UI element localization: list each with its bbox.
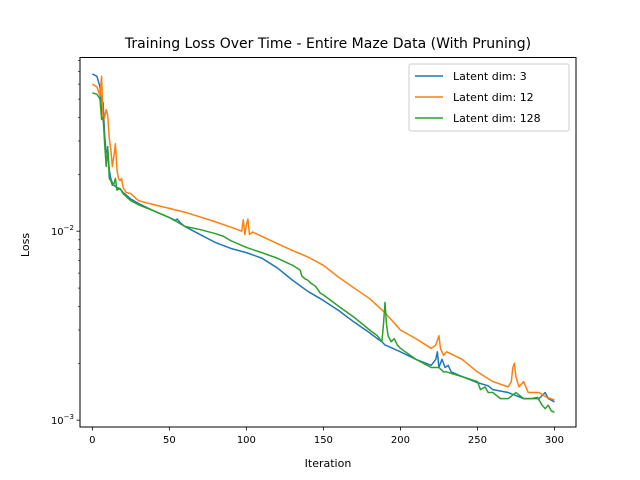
- legend: Latent dim: 3 Latent dim: 12 Latent dim: 1…: [408, 63, 570, 132]
- series-line-2: [91, 75, 555, 401]
- x-axis-label: Iteration: [305, 457, 352, 470]
- x-tick-label: 0: [89, 435, 95, 446]
- y-tick-label: 10−2: [51, 224, 74, 238]
- x-tick-label: 50: [163, 435, 176, 446]
- legend-box: [408, 63, 570, 132]
- series-line-3: [92, 92, 555, 414]
- y-axis-label: Loss: [19, 233, 32, 257]
- legend-label: Latent dim: 3: [453, 70, 527, 83]
- x-tick-label: 150: [314, 435, 333, 446]
- x-tick-label: 250: [468, 435, 487, 446]
- y-tick-label: 10−3: [51, 413, 74, 427]
- chart-title: Training Loss Over Time - Entire Maze Da…: [124, 36, 531, 52]
- x-tick-label: 300: [545, 435, 564, 446]
- plot-area: [91, 73, 555, 414]
- legend-label: Latent dim: 128: [453, 112, 541, 125]
- legend-label: Latent dim: 12: [453, 91, 534, 104]
- axis-ticks: 0 50 100 150 200 250 300 10−2 10−3: [51, 60, 564, 446]
- axes-frame: [79, 57, 577, 428]
- x-tick-label: 200: [391, 435, 410, 446]
- x-tick-label: 100: [237, 435, 256, 446]
